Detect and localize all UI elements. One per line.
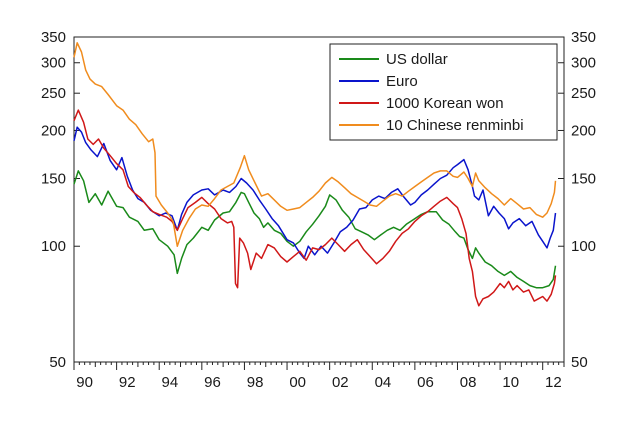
x-tick-label: 00 xyxy=(289,374,306,391)
x-axis: 90 92 94 96 98 00 02 04 06 08 10 12 xyxy=(73,362,565,391)
x-tick-label: 12 xyxy=(545,374,562,391)
x-tick-label: 06 xyxy=(417,374,434,391)
series-line-1 xyxy=(73,126,557,260)
x-tick-label: 94 xyxy=(162,374,179,391)
legend-label-3: 10 Chinese renminbi xyxy=(386,117,524,134)
series-line-0 xyxy=(73,170,557,289)
y-tick-label-right: 100 xyxy=(571,238,596,255)
x-tick-label: 02 xyxy=(332,374,349,391)
y-tick-label-left: 100 xyxy=(41,238,66,255)
y-tick-label-right: 350 xyxy=(571,29,596,46)
series-line-2 xyxy=(73,109,557,307)
series-line-3 xyxy=(73,42,557,247)
x-tick-label: 98 xyxy=(247,374,264,391)
legend-label-1: Euro xyxy=(386,73,418,90)
legend-label-0: US dollar xyxy=(386,51,448,68)
legend-label-2: 1000 Korean won xyxy=(386,95,504,112)
x-tick-label: 08 xyxy=(460,374,477,391)
y-tick-label-right: 250 xyxy=(571,85,596,102)
x-tick-label: 90 xyxy=(76,374,93,391)
x-tick-label: 96 xyxy=(204,374,221,391)
right-y-axis: 350 300 250 200 150 100 50 xyxy=(558,29,596,371)
x-tick-label: 92 xyxy=(119,374,136,391)
y-tick-label-right: 150 xyxy=(571,171,596,188)
series-lines xyxy=(73,42,557,307)
legend: US dollar Euro 1000 Korean won 10 Chinese r… xyxy=(329,43,558,141)
y-tick-label-left: 200 xyxy=(41,122,66,139)
x-tick-label: 04 xyxy=(375,374,392,391)
y-tick-label-left: 300 xyxy=(41,55,66,72)
y-tick-label-right: 300 xyxy=(571,55,596,72)
y-tick-label-right: 200 xyxy=(571,122,596,139)
y-tick-label-left: 350 xyxy=(41,29,66,46)
y-tick-label-left: 50 xyxy=(49,354,66,371)
x-tick-label: 10 xyxy=(502,374,519,391)
left-y-axis: 350 300 250 200 150 100 50 xyxy=(41,29,80,371)
y-tick-label-left: 250 xyxy=(41,85,66,102)
y-tick-label-left: 150 xyxy=(41,171,66,188)
y-tick-label-right: 50 xyxy=(571,354,588,371)
